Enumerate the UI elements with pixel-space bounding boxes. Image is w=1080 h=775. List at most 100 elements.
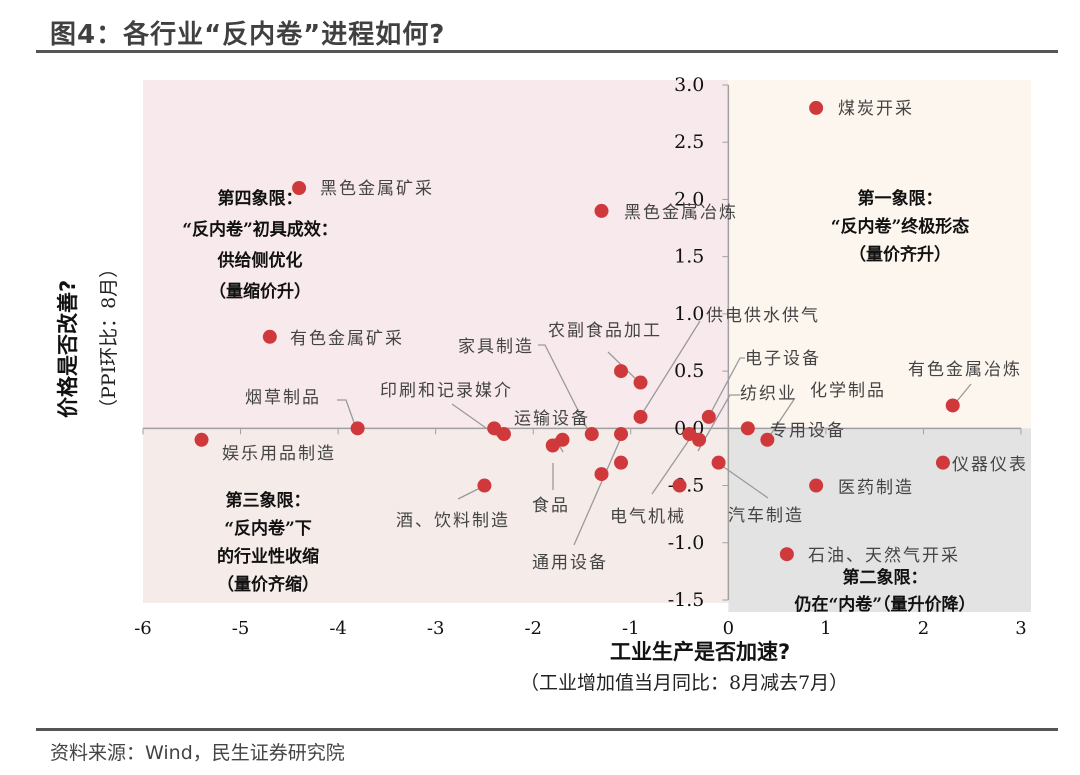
- quadrant-2-label: 第二象限：: [843, 567, 928, 588]
- data-point: [779, 547, 794, 562]
- x-tick-label: -5: [232, 618, 250, 639]
- data-point: [262, 329, 277, 344]
- leader-line: [697, 394, 740, 452]
- quadrant-4-bg: [143, 80, 729, 429]
- point-label: 汽车制造: [728, 506, 804, 526]
- data-point: [594, 467, 609, 482]
- data-point: [292, 181, 307, 195]
- point-label: 煤炭开采: [838, 99, 914, 119]
- point-label: 供电供水供气: [706, 306, 820, 326]
- point-label: 食品: [532, 496, 570, 516]
- data-point: [760, 432, 775, 447]
- x-tick-label: -2: [524, 618, 542, 639]
- x-tick-label: -6: [134, 618, 152, 639]
- leader-line: [573, 439, 621, 546]
- point-label: 娱乐用品制造: [222, 444, 336, 464]
- x-tick-label: 1: [820, 618, 831, 639]
- y-tick-label: -1.5: [668, 589, 705, 611]
- data-point: [545, 438, 560, 453]
- quadrant-3-bg: [143, 428, 729, 603]
- axes: -6-5-4-3-2-101233.02.52.01.51.00.50.0-0.…: [134, 74, 1027, 639]
- point-label: 专用设备: [770, 421, 846, 441]
- quadrant-4-label: “反内卷”初具成效：: [182, 219, 338, 240]
- y-tick-label: 1.0: [674, 303, 704, 325]
- point-label: 烟草制品: [245, 388, 321, 408]
- quadrant-2-label: 仍在“内卷”（量升价降）: [793, 594, 975, 615]
- point-label: 家具制造: [458, 337, 534, 357]
- data-point: [633, 375, 648, 390]
- point-label: 石油、天然气开采: [808, 546, 960, 566]
- quadrant-4-label: 第四象限：: [218, 188, 303, 209]
- y-tick-label: 3.0: [674, 74, 704, 96]
- y-tick-label: 0.5: [674, 360, 704, 382]
- x-tick-label: -1: [622, 618, 640, 639]
- leader-line: [538, 344, 594, 441]
- data-point: [701, 409, 716, 424]
- y-tick-label: 2.0: [674, 188, 704, 210]
- data-point: [594, 203, 609, 218]
- point-label: 化学制品: [810, 381, 886, 401]
- quadrant-3-label: （量价齐缩）: [217, 574, 319, 595]
- point-label: 农副食品加工: [548, 321, 662, 341]
- x-tick-label: 0: [723, 618, 734, 639]
- leader-line: [337, 399, 357, 429]
- point-label: 医药制造: [838, 478, 914, 498]
- y-tick-label: 2.5: [674, 131, 704, 153]
- point-label: 有色金属矿采: [290, 329, 404, 349]
- x-axis-title: 工业生产是否加速?: [610, 640, 791, 664]
- point-label: 黑色金属冶炼: [624, 203, 738, 223]
- y-axis-subtitle: （PPI环比：8月）: [98, 258, 120, 418]
- quadrant-1-label: （量价齐升）: [849, 244, 951, 265]
- data-point: [614, 427, 629, 442]
- y-axis-title: 价格是否改善?: [56, 279, 80, 418]
- figure-title: 图4：各行业“反内卷”进程如何?: [50, 20, 446, 50]
- leader-line: [766, 397, 796, 441]
- data-point: [935, 455, 950, 470]
- x-axis-subtitle: （工业增加值当月同比：8月减去7月）: [520, 672, 849, 694]
- x-tick-label: 3: [1015, 618, 1026, 639]
- point-label: 黑色金属矿采: [320, 179, 434, 199]
- quadrant-3-label: “反内卷”下: [224, 518, 312, 539]
- point-label: 印刷和记录媒介: [380, 381, 513, 401]
- quadrant-1-label: “反内卷”终极形态: [831, 216, 970, 237]
- leader-line: [707, 357, 745, 419]
- data-point: [740, 421, 755, 436]
- data-point: [692, 432, 707, 447]
- data-point: [672, 478, 687, 493]
- data-point: [809, 478, 824, 493]
- data-point: [614, 364, 629, 379]
- point-label: 运输设备: [514, 409, 590, 429]
- data-point: [477, 478, 492, 493]
- data-point: [614, 455, 629, 470]
- point-label: 有色金属冶炼: [908, 360, 1022, 380]
- quadrant-2-bg: [728, 428, 1031, 612]
- data-point: [350, 421, 365, 436]
- data-points: [194, 100, 960, 562]
- x-tick-label: 2: [918, 618, 929, 639]
- quadrant-3-label: 第三象限：: [226, 490, 311, 511]
- point-label: 通用设备: [532, 553, 608, 573]
- point-label: 电气机械: [610, 507, 686, 527]
- quadrant-4-label: 供给侧优化: [217, 250, 303, 271]
- data-point: [633, 409, 648, 424]
- point-label: 酒、饮料制造: [396, 511, 510, 531]
- footer-divider: [36, 728, 1058, 731]
- data-point: [809, 100, 824, 115]
- leader-line: [639, 320, 701, 418]
- x-tick-label: -3: [427, 618, 445, 639]
- y-tick-label: 1.5: [674, 246, 704, 268]
- leader-line: [651, 439, 690, 495]
- quadrant-backgrounds: [143, 80, 1031, 612]
- quadrant-1-bg: [728, 80, 1031, 429]
- data-point: [945, 398, 960, 413]
- title-divider: [36, 50, 1058, 53]
- leader-line: [717, 462, 769, 499]
- point-label: 仪器仪表: [952, 455, 1028, 475]
- quadrant-annotations: 第四象限： “反内卷”初具成效： 供给侧优化 （量缩价升） 第一象限： “反内卷”终极形态…: [182, 188, 975, 615]
- point-label: 电子设备: [745, 349, 821, 369]
- data-point: [487, 421, 502, 436]
- data-point: [584, 427, 599, 442]
- quadrant-1-label: 第一象限：: [858, 188, 943, 209]
